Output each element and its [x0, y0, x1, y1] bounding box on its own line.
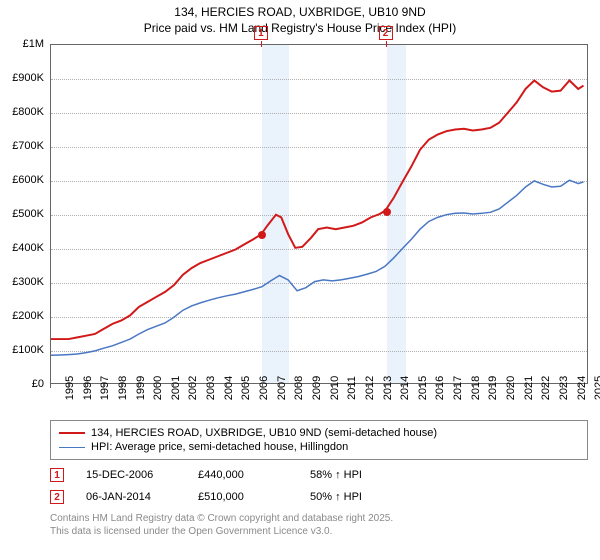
below-plot: 134, HERCIES ROAD, UXBRIDGE, UB10 9ND (s… [50, 420, 588, 538]
transaction-number: 2 [50, 490, 64, 504]
callout-box: 2 [379, 26, 393, 40]
y-tick-label: £200K [12, 310, 44, 322]
transaction-number: 1 [50, 468, 64, 482]
y-tick-label: £900K [12, 72, 44, 84]
legend-item: HPI: Average price, semi-detached house,… [59, 440, 579, 454]
y-tick-label: £300K [12, 276, 44, 288]
plot-border [50, 44, 588, 384]
y-tick-label: £100K [12, 344, 44, 356]
y-tick-label: £500K [12, 208, 44, 220]
legend: 134, HERCIES ROAD, UXBRIDGE, UB10 9ND (s… [50, 420, 588, 460]
transactions-table: 1 15-DEC-2006 £440,000 58% ↑ HPI 2 06-JAN-201… [50, 460, 588, 504]
price-marker [383, 208, 391, 216]
y-tick-label: £0 [32, 378, 44, 390]
callout-connector [261, 41, 262, 47]
x-tick-label: 2025 [579, 376, 600, 400]
transaction-price: £510,000 [198, 491, 288, 503]
title-line1: 134, HERCIES ROAD, UXBRIDGE, UB10 9ND [0, 4, 600, 20]
transaction-delta: 50% ↑ HPI [310, 491, 400, 503]
y-tick-label: £700K [12, 140, 44, 152]
transaction-row: 1 15-DEC-2006 £440,000 58% ↑ HPI [50, 460, 588, 482]
y-tick-label: £400K [12, 242, 44, 254]
line-svg [51, 45, 587, 383]
y-tick-label: £800K [12, 106, 44, 118]
transaction-date: 15-DEC-2006 [86, 469, 176, 481]
legend-swatch [59, 447, 85, 448]
footnote-line2: This data is licensed under the Open Gov… [50, 525, 588, 538]
legend-swatch [59, 432, 85, 434]
y-tick-label: £1M [23, 38, 44, 50]
series-hpi [51, 180, 584, 355]
legend-label: HPI: Average price, semi-detached house,… [91, 441, 348, 453]
footnote-line1: Contains HM Land Registry data © Crown c… [50, 512, 588, 525]
callout-connector [386, 41, 387, 47]
title-line2: Price paid vs. HM Land Registry's House … [0, 20, 600, 36]
footnote: Contains HM Land Registry data © Crown c… [50, 504, 588, 538]
chart-container: 134, HERCIES ROAD, UXBRIDGE, UB10 9ND Pr… [0, 0, 600, 560]
plot-area: £0£100K£200K£300K£400K£500K£600K£700K£80… [50, 44, 588, 384]
transaction-delta: 58% ↑ HPI [310, 469, 400, 481]
transaction-price: £440,000 [198, 469, 288, 481]
y-tick-label: £600K [12, 174, 44, 186]
transaction-row: 2 06-JAN-2014 £510,000 50% ↑ HPI [50, 482, 588, 504]
legend-label: 134, HERCIES ROAD, UXBRIDGE, UB10 9ND (s… [91, 427, 437, 439]
legend-item: 134, HERCIES ROAD, UXBRIDGE, UB10 9ND (s… [59, 426, 579, 440]
title-block: 134, HERCIES ROAD, UXBRIDGE, UB10 9ND Pr… [0, 0, 600, 36]
price-marker [258, 231, 266, 239]
transaction-date: 06-JAN-2014 [86, 491, 176, 503]
series-price-paid [51, 80, 584, 339]
callout-box: 1 [254, 26, 268, 40]
